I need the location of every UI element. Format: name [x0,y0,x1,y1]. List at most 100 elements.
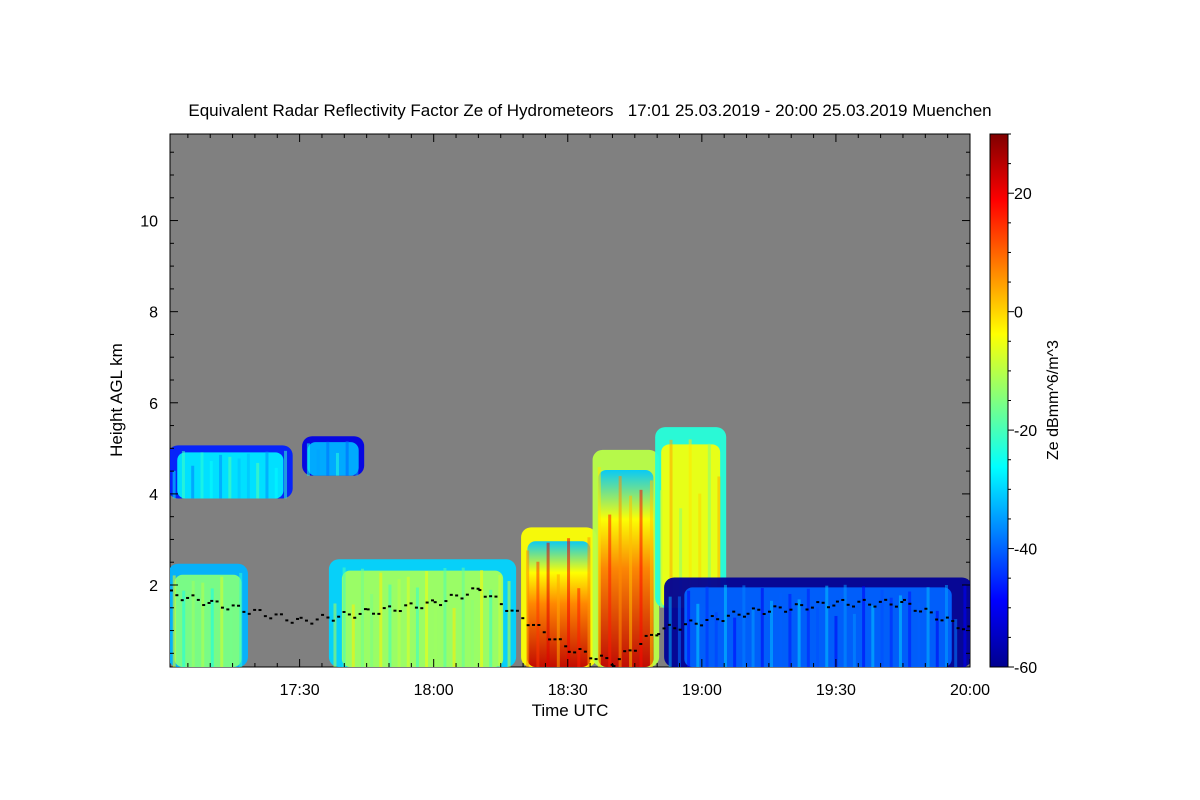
melting-layer-point [821,601,825,604]
x-tick-label: 18:30 [548,682,588,699]
chart-title: Equivalent Radar Reflectivity Factor Ze … [188,101,991,120]
melting-layer-point [253,608,257,611]
melting-layer-point [433,601,437,604]
melting-layer-point [202,604,206,607]
y-axis: 2 4 6 8 10 [140,151,970,654]
colorbar [989,133,1009,668]
melting-layer-point [279,613,283,616]
colorbar-tick-label: 20 [1014,186,1032,203]
echo-region [302,436,365,476]
y-tick-label: 8 [149,305,158,322]
melting-layer-point [191,594,195,597]
melting-layer-point [366,608,370,611]
melting-layer-point [553,638,557,641]
x-axis: 17:30 18:00 18:30 19:00 19:30 20:00 [187,134,990,699]
melting-layer-point [573,651,577,654]
melting-layer-point [377,612,381,615]
melting-layer-point [835,600,839,603]
melting-layer-point [862,598,866,601]
melting-layer-point [532,623,536,626]
melting-layer-point [247,612,251,615]
melting-layer-point [767,610,771,613]
melting-layer-point [465,593,469,596]
melting-layer-point [363,608,367,611]
melting-layer [170,587,970,667]
melting-layer-point [594,658,598,661]
melting-layer-point [784,610,788,613]
colorbar-tick-label: -60 [1014,660,1037,677]
melting-layer-point [846,603,850,606]
y-tick-label: 4 [149,487,158,504]
melting-layer-point [382,607,386,610]
melting-layer-point [304,619,308,622]
melting-layer-point [439,604,443,607]
melting-layer-point [315,618,319,621]
melting-layer-point [393,609,397,612]
melting-layer-point [290,621,294,624]
melting-layer-point [742,615,746,618]
melting-layer-point [425,601,429,604]
melting-layer-point [721,620,725,623]
melting-layer-point [175,594,179,597]
colorbar-tick-label: -20 [1014,423,1037,440]
melting-layer-point [644,634,648,637]
melting-layer-point [662,627,666,630]
melting-layer-point [263,615,267,618]
melting-layer-point [945,616,949,619]
melting-layer-point [667,623,671,626]
melting-layer-point [310,622,314,625]
melting-layer-point [956,627,960,630]
melting-layer-point [449,593,453,596]
melting-layer-point [414,606,418,609]
melting-layer-point [483,595,487,598]
melting-layer-point [599,654,603,657]
melting-layer-point [567,650,571,653]
melting-layer-point [778,606,782,609]
melting-layer-point [299,616,303,619]
melting-layer-point [388,605,392,608]
colorbar-label: Ze dBmm^6/m^3 [1045,340,1062,460]
melting-layer-point [841,598,845,601]
melting-layer-point [757,608,761,611]
melting-layer-point [210,599,214,602]
melting-layer-point [657,633,661,636]
melting-layer-point [633,649,637,652]
melting-layer-point [326,616,330,619]
melting-layer-point [542,631,546,634]
melting-layer-point [220,606,224,609]
melting-layer-point [347,613,351,616]
melting-layer-point [961,628,965,631]
melting-layer-point [732,610,736,613]
melting-layer-point [908,602,912,605]
melting-layer-point [800,604,804,607]
melting-layer-point [196,598,200,601]
melting-layer-point [358,612,362,615]
melting-layer-point [773,605,777,608]
melting-layer-point [762,613,766,616]
melting-layer-point [805,608,809,611]
melting-layer-point [716,618,720,621]
echo-region [170,563,248,667]
melting-layer-point [794,603,798,606]
melting-layer-point [510,609,514,612]
y-tick-label: 6 [149,396,158,413]
melting-layer-point [372,612,376,615]
melting-layer-point [605,657,609,660]
y-axis-label: Height AGL km [107,343,126,457]
melting-layer-point [342,610,346,613]
melting-layer-point [409,602,413,605]
melting-layer-point [471,587,475,590]
melting-layer-point [951,620,955,623]
melting-layer-point [242,610,246,613]
melting-layer-point [431,599,435,602]
melting-layer-point [186,596,190,599]
melting-layer-point [689,619,693,622]
melting-layer-point [170,589,173,592]
melting-layer-point [617,658,621,661]
melting-layer-point [478,589,482,592]
melting-layer-point [826,606,830,609]
melting-layer-point [678,628,682,631]
melting-layer-point [455,594,459,597]
melting-layer-point [558,638,562,641]
melting-layer-point [521,617,525,620]
